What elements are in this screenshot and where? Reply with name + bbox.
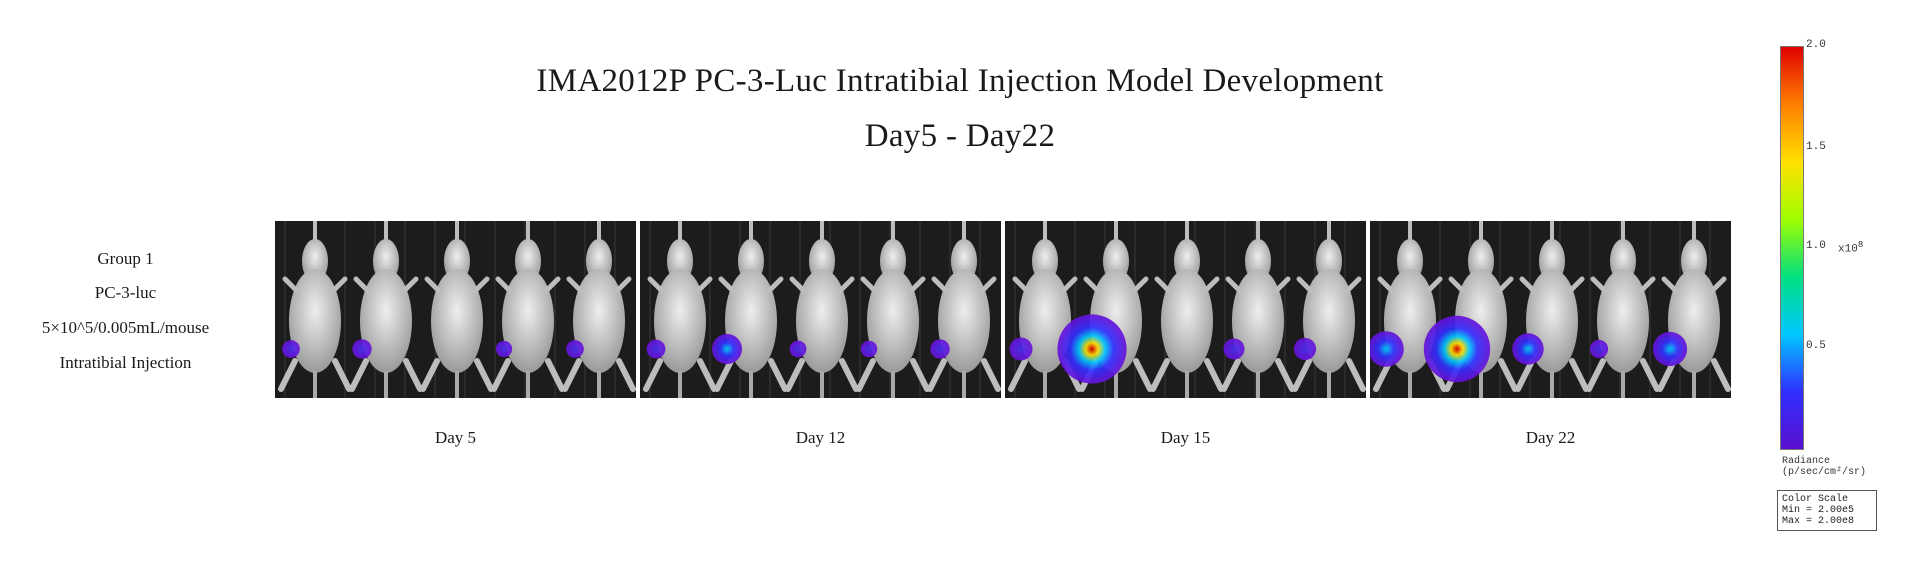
mouse <box>1292 221 1366 398</box>
bioluminescence-signal <box>495 340 513 358</box>
bioluminescence-signal <box>860 340 878 358</box>
mouse <box>1657 221 1731 398</box>
mouse <box>856 221 930 398</box>
bioluminescence-signal <box>1293 337 1317 361</box>
bioluminescence-signal <box>1223 338 1245 360</box>
day-label: Day 15 <box>1160 428 1211 447</box>
bioluminescence-signal <box>1009 337 1033 361</box>
color-scale-title: Color Scale <box>1782 494 1849 505</box>
dose-label: 5×10^5/0.005mL/mouse <box>41 318 210 337</box>
bioluminescence-signal <box>1423 315 1491 383</box>
radiance-unit: (p/sec/cm²/sr) <box>1782 467 1867 478</box>
day-label: Day 22 <box>1525 428 1576 447</box>
colorbar-tick: 0.5 <box>1806 340 1826 352</box>
bioluminescence-signal <box>1589 339 1609 359</box>
colorbar-tick: 1.5 <box>1806 141 1826 153</box>
mouse <box>785 221 859 398</box>
figure-subtitle: Day5 - Day22 <box>864 118 1056 154</box>
bioluminescence-signal <box>282 340 300 358</box>
mice-image <box>1370 221 1731 398</box>
imaging-panel-day22 <box>1370 221 1731 398</box>
bioluminescence-signal <box>789 340 807 358</box>
mouse <box>562 221 636 398</box>
bioluminescence-signal <box>1370 331 1404 367</box>
mouse <box>927 221 1001 398</box>
bioluminescence-signal <box>712 334 742 364</box>
mice-image <box>1008 221 1366 398</box>
route-label: Intratibial Injection <box>59 353 192 372</box>
radiance-label: Radiance <box>1782 456 1831 467</box>
mouse <box>491 221 565 398</box>
imaging-panel-day12 <box>640 221 1001 398</box>
mouse <box>1221 221 1295 398</box>
bioluminescence-signal <box>1057 314 1127 384</box>
mouse <box>1586 221 1660 398</box>
day-label: Day 5 <box>434 428 477 447</box>
bioluminescence-signal <box>646 339 666 359</box>
day-label: Day 12 <box>795 428 846 447</box>
colorbar-tick: 1.0 <box>1806 240 1826 252</box>
cell-line-label: PC-3-luc <box>94 283 157 302</box>
colorbar-max-tick: 2.0 <box>1806 39 1826 51</box>
color-scale-min: Min = 2.00e5 <box>1782 505 1855 516</box>
color-scale-box: Color Scale Min = 2.00e5 Max = 2.00e8 <box>1777 490 1877 531</box>
colorbar-multiplier: x108 <box>1838 240 1864 256</box>
imaging-panel-day5 <box>275 221 636 398</box>
mouse <box>1150 221 1224 398</box>
color-scale-max: Max = 2.00e8 <box>1782 516 1855 527</box>
group-label: Group 1 <box>97 249 154 268</box>
mouse <box>1515 221 1589 398</box>
colorbar <box>1780 46 1804 450</box>
figure-title: IMA2012P PC-3-Luc Intratibial Injection … <box>536 63 1384 99</box>
bioluminescence-signal <box>352 339 372 359</box>
mouse <box>349 221 423 398</box>
mice-image <box>278 221 636 398</box>
bioluminescence-signal <box>566 340 584 358</box>
mouse <box>643 221 717 398</box>
bioluminescence-signal <box>1512 333 1544 365</box>
bioluminescence-signal <box>930 339 950 359</box>
imaging-panel-day15 <box>1005 221 1366 398</box>
mice-image <box>643 221 1001 398</box>
mouse <box>714 221 788 398</box>
mouse <box>278 221 352 398</box>
mouse <box>420 221 494 398</box>
bioluminescence-signal <box>1652 331 1688 367</box>
